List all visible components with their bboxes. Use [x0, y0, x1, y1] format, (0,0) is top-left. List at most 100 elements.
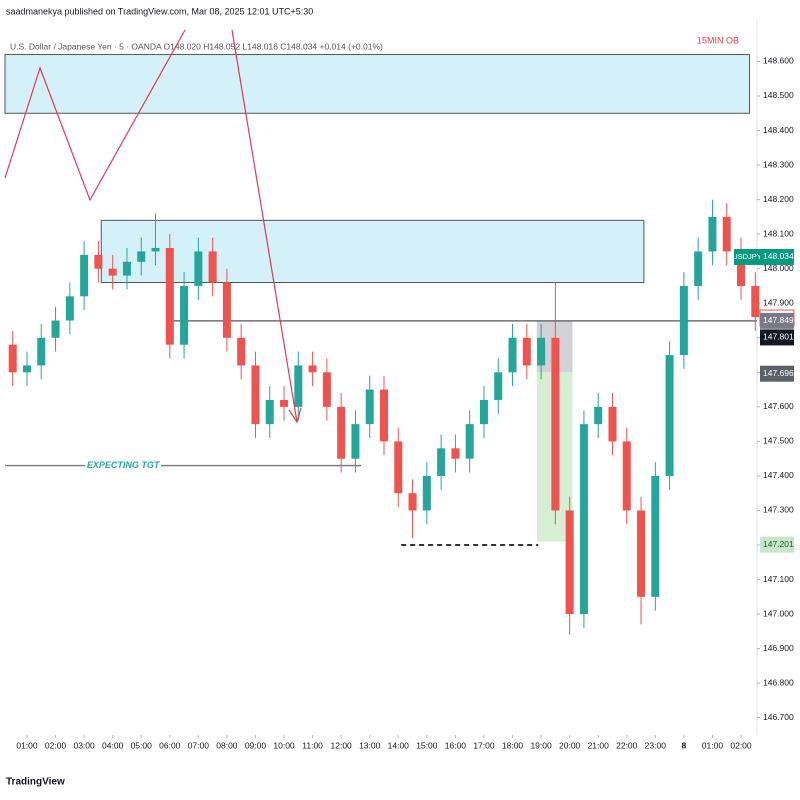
- x-tick-label: 02:00: [45, 740, 67, 750]
- candle-body: [479, 399, 488, 425]
- y-tick-label: 148.300: [763, 159, 794, 169]
- y-tick-label: 147.100: [763, 574, 794, 584]
- candle-body: [579, 424, 588, 615]
- candle-body: [165, 247, 174, 345]
- price-label: 147.201: [763, 539, 794, 549]
- candle-body: [665, 355, 674, 476]
- y-tick-label: 148.000: [763, 263, 794, 273]
- candle-body: [694, 251, 703, 286]
- arrow-head: [288, 407, 302, 424]
- y-tick-label: 146.800: [763, 677, 794, 687]
- y-tick-label: 148.100: [763, 228, 794, 238]
- price-label-bg: [760, 312, 794, 329]
- candle-body: [8, 344, 17, 373]
- y-tick-label: 147.000: [763, 608, 794, 618]
- candle-body: [437, 448, 446, 476]
- price-label: 147.696: [763, 368, 794, 378]
- y-tick-label: 147.400: [763, 470, 794, 480]
- candle-body: [237, 337, 246, 366]
- x-tick-label: 01:00: [16, 740, 38, 750]
- candle-body: [151, 247, 160, 252]
- y-tick-label: 146.900: [763, 643, 794, 653]
- x-tick-label: 17:00: [473, 740, 495, 750]
- candle-body: [294, 365, 303, 407]
- x-tick-label: 10:00: [273, 740, 295, 750]
- candle-body: [737, 251, 746, 286]
- y-tick-label: 147.500: [763, 436, 794, 446]
- footer-brand: TradingView: [6, 777, 65, 788]
- candle-body: [194, 251, 203, 286]
- candle-body: [51, 320, 60, 338]
- price-label-bg: [760, 248, 794, 265]
- x-tick-label: 14:00: [388, 740, 410, 750]
- candle-body: [280, 399, 289, 407]
- candle-body: [65, 296, 74, 321]
- candle-body: [351, 424, 360, 459]
- level-label: EXPECTING TGT: [87, 460, 161, 470]
- candle-body: [708, 216, 717, 252]
- candle-body: [465, 424, 474, 459]
- y-tick-label: 148.600: [763, 56, 794, 66]
- price-label-bg: [760, 329, 794, 346]
- candle-body: [537, 337, 546, 366]
- y-tick-label: 148.400: [763, 125, 794, 135]
- x-tick-label: 19:00: [530, 740, 552, 750]
- candle-body: [408, 493, 417, 511]
- x-tick-label: 02:00: [730, 740, 752, 750]
- candle-body: [265, 399, 274, 425]
- candle-body: [622, 441, 631, 511]
- y-tick-label: 148.200: [763, 194, 794, 204]
- candle-body: [37, 337, 46, 366]
- symbol-label: USDJPY: [732, 252, 762, 261]
- candle-body: [251, 365, 260, 425]
- candle-body: [494, 372, 503, 400]
- y-tick-label: 147.900: [763, 297, 794, 307]
- candle-body: [551, 337, 560, 511]
- candle-body: [651, 475, 660, 597]
- candle-body: [751, 285, 760, 318]
- candle-body: [94, 254, 103, 269]
- symbol-tag: [734, 248, 760, 265]
- candle-body: [722, 216, 731, 252]
- drawing-zigzag: [4, 29, 186, 202]
- candle-body: [108, 268, 117, 276]
- x-tick-label: 18:00: [502, 740, 524, 750]
- candle-body: [122, 261, 131, 276]
- candle-body: [308, 365, 317, 373]
- x-tick-label: 07:00: [188, 740, 210, 750]
- candle-body: [337, 406, 346, 459]
- candle-body: [565, 510, 574, 615]
- candle-body: [394, 441, 403, 494]
- x-tick-label: 03:00: [73, 740, 95, 750]
- y-tick-label: 147.300: [763, 505, 794, 515]
- x-tick-label: 23:00: [645, 740, 667, 750]
- x-tick-label: 04:00: [102, 740, 124, 750]
- x-tick-label: 11:00: [302, 740, 323, 750]
- candle-body: [180, 285, 189, 345]
- candle-body: [22, 365, 31, 373]
- candle-body: [522, 337, 531, 366]
- candle-body: [208, 251, 217, 283]
- price-label-bg: [760, 536, 794, 553]
- y-tick-label: 148.500: [763, 90, 794, 100]
- candle-body: [637, 510, 646, 597]
- x-tick-label: 06:00: [159, 740, 181, 750]
- candle-body: [594, 406, 603, 425]
- candle-body: [365, 389, 374, 425]
- x-tick-label: 13:00: [359, 740, 381, 750]
- candle-body: [422, 475, 431, 511]
- drawing-arrow: [231, 29, 298, 423]
- price-label: 147.849: [763, 315, 794, 325]
- x-tick-label: 01:00: [702, 740, 724, 750]
- legend: U.S. Dollar / Japanese Yen · 5 · OANDA O…: [10, 41, 383, 51]
- publisher: saadmanekya published on TradingView.com…: [6, 6, 313, 16]
- candle-body: [137, 251, 146, 262]
- y-tick-label: 146.700: [763, 712, 794, 722]
- x-tick-label: 22:00: [616, 740, 638, 750]
- candle-body: [379, 389, 388, 442]
- x-tick-label: 12:00: [331, 740, 353, 750]
- x-tick-label: 08:00: [216, 740, 238, 750]
- zone: [100, 219, 645, 284]
- zone: [4, 54, 751, 114]
